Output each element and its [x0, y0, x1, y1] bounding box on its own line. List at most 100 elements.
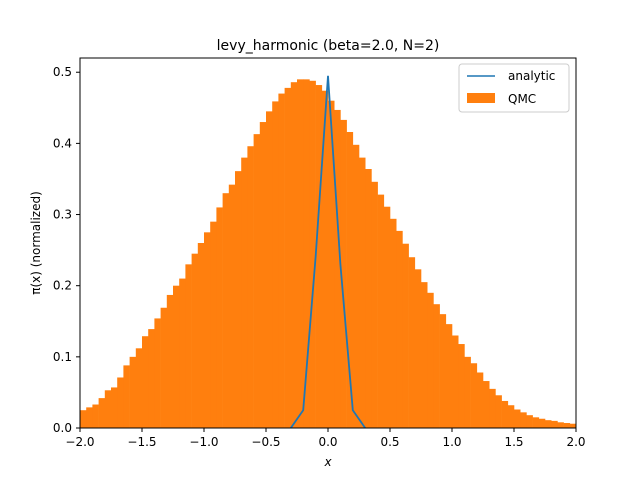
legend-qmc-label: QMC — [508, 92, 536, 106]
histogram-bar — [470, 363, 478, 428]
histogram-bar — [303, 79, 310, 428]
histogram-bar — [117, 377, 124, 428]
histogram-bar — [241, 157, 248, 428]
y-tick-label: 0.1 — [53, 350, 72, 364]
histogram-bar — [408, 257, 416, 428]
histogram-bar — [545, 420, 552, 428]
histogram-bar — [377, 194, 385, 428]
histogram-bar — [148, 329, 155, 428]
histogram-bar — [569, 423, 577, 428]
histogram-bar — [445, 324, 453, 428]
histogram-bars — [80, 79, 577, 429]
histogram-bar — [321, 90, 329, 428]
histogram-bar — [204, 232, 211, 428]
histogram-bar — [111, 387, 118, 428]
histogram-bar — [514, 409, 521, 428]
histogram-bar — [228, 184, 236, 428]
histogram-bar — [142, 336, 149, 428]
histogram-bar — [458, 344, 465, 428]
histogram-bar — [383, 206, 391, 428]
x-tick-label: 1.5 — [504, 435, 523, 449]
histogram-bar — [92, 404, 99, 428]
histogram-bar — [359, 157, 366, 428]
histogram-bar — [452, 335, 459, 428]
histogram-bar — [402, 243, 409, 428]
histogram-bar — [352, 144, 360, 429]
x-axis-ticks: −2.0 −1.5 −1.0 −0.5 0.0 0.5 1.0 1.5 2.0 — [65, 428, 586, 449]
histogram-bar — [272, 101, 279, 429]
y-axis-label: π(x) (normalized) — [29, 191, 43, 295]
histogram-bar — [563, 423, 571, 428]
histogram-bar — [173, 285, 180, 428]
x-tick-label: −1.5 — [127, 435, 156, 449]
histogram-bar — [297, 79, 304, 428]
histogram-bar — [309, 80, 316, 429]
histogram-bar — [191, 253, 199, 428]
histogram-bar — [433, 304, 440, 428]
histogram-bar — [507, 405, 515, 428]
histogram-bar — [185, 264, 192, 428]
histogram-bar — [86, 407, 93, 428]
chart-title: levy_harmonic (beta=2.0, N=2) — [217, 38, 440, 54]
histogram-bar — [414, 269, 422, 428]
histogram-bar — [135, 348, 143, 428]
x-tick-label: 0.0 — [318, 435, 337, 449]
histogram-bar — [235, 171, 242, 428]
histogram-bar — [253, 134, 261, 428]
histogram-bar — [557, 422, 564, 428]
histogram-bar — [396, 230, 403, 428]
histogram-bar — [123, 365, 130, 428]
x-tick-label: 2.0 — [566, 435, 585, 449]
histogram-bar — [532, 417, 540, 428]
histogram-bar — [365, 169, 372, 428]
histogram-bar — [98, 398, 106, 428]
histogram-bar — [278, 93, 285, 429]
y-tick-label: 0.3 — [53, 208, 72, 222]
x-tick-label: 1.0 — [442, 435, 461, 449]
histogram-bar — [421, 282, 428, 428]
histogram-bar — [371, 181, 378, 428]
x-axis-label: x — [323, 455, 332, 469]
histogram-bar — [247, 146, 254, 428]
histogram-bar — [464, 356, 471, 428]
legend-analytic-label: analytic — [508, 69, 555, 83]
histogram-bar — [222, 193, 230, 428]
histogram-bar — [80, 410, 87, 428]
x-tick-label: −1.0 — [189, 435, 218, 449]
histogram-bar — [315, 85, 323, 429]
histogram-bar — [340, 119, 347, 429]
y-tick-label: 0.0 — [53, 421, 72, 435]
histogram-bar — [154, 318, 161, 428]
histogram-bar — [526, 415, 533, 428]
histogram-bar — [259, 122, 267, 429]
histogram-bar — [216, 207, 223, 428]
histogram-bar — [290, 82, 298, 428]
analytic-line — [290, 75, 366, 429]
histogram-bar — [104, 390, 112, 428]
histogram-bar — [476, 372, 484, 428]
histogram-bar — [551, 420, 558, 428]
histogram-bar — [197, 243, 205, 428]
x-tick-label: −0.5 — [251, 435, 280, 449]
histogram-bar — [495, 395, 502, 428]
x-tick-label: 0.5 — [380, 435, 399, 449]
histogram-bar — [284, 87, 292, 428]
legend: analytic QMC — [458, 63, 570, 113]
histogram-bar — [129, 356, 137, 428]
y-tick-label: 0.2 — [53, 279, 72, 293]
histogram-bar — [346, 132, 354, 428]
y-axis-ticks: 0.0 0.1 0.2 0.3 0.4 0.5 — [53, 65, 80, 435]
histogram-bar — [427, 292, 434, 428]
legend-qmc-swatch — [467, 93, 495, 103]
y-tick-label: 0.4 — [53, 136, 72, 150]
histogram-bar — [520, 412, 527, 428]
histogram-bar — [179, 278, 186, 428]
histogram-bar — [334, 109, 341, 428]
histogram-bar — [390, 218, 397, 428]
histogram-bar — [266, 111, 273, 428]
histogram-bar — [160, 307, 168, 428]
analytic-line-layer — [290, 75, 366, 429]
histogram-bar — [489, 388, 496, 428]
histogram-bar — [439, 314, 447, 428]
